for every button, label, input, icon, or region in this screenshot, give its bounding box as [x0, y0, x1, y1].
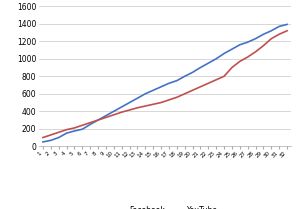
Facebook: [65, 132, 68, 134]
Facebook: [136, 97, 139, 99]
Facebook: [222, 52, 226, 55]
Facebook: [285, 23, 289, 26]
Facebook: [80, 128, 84, 130]
Facebook: [238, 43, 242, 46]
YouTube: [183, 93, 187, 95]
Facebook: [254, 37, 257, 40]
YouTube: [65, 128, 68, 131]
YouTube: [49, 134, 52, 136]
YouTube: [143, 105, 147, 107]
YouTube: [80, 124, 84, 127]
YouTube: [73, 127, 76, 129]
Legend: Facebook, YouTube: Facebook, YouTube: [110, 203, 220, 209]
Facebook: [230, 48, 234, 50]
YouTube: [57, 131, 61, 134]
YouTube: [285, 29, 289, 32]
YouTube: [136, 107, 139, 109]
Facebook: [206, 62, 210, 64]
YouTube: [214, 79, 218, 81]
YouTube: [269, 37, 273, 40]
Facebook: [262, 33, 265, 36]
YouTube: [175, 96, 178, 99]
YouTube: [41, 136, 45, 139]
Facebook: [214, 57, 218, 60]
Facebook: [41, 141, 45, 143]
YouTube: [96, 119, 100, 121]
YouTube: [222, 75, 226, 78]
Facebook: [88, 123, 92, 126]
Facebook: [49, 139, 52, 142]
Facebook: [183, 75, 187, 78]
Facebook: [152, 89, 155, 92]
Facebook: [57, 136, 61, 139]
Facebook: [120, 106, 124, 108]
Line: Facebook: Facebook: [43, 24, 287, 142]
Facebook: [104, 114, 108, 117]
YouTube: [246, 56, 250, 58]
Facebook: [143, 93, 147, 95]
YouTube: [120, 111, 124, 113]
Facebook: [159, 85, 163, 88]
YouTube: [112, 113, 116, 116]
Line: YouTube: YouTube: [43, 31, 287, 138]
YouTube: [206, 82, 210, 85]
YouTube: [230, 66, 234, 69]
Facebook: [128, 101, 131, 104]
Facebook: [96, 119, 100, 121]
YouTube: [262, 44, 265, 47]
YouTube: [159, 101, 163, 104]
Facebook: [191, 71, 194, 74]
YouTube: [128, 109, 131, 111]
YouTube: [254, 51, 257, 53]
YouTube: [199, 85, 202, 88]
Facebook: [246, 41, 250, 43]
Facebook: [112, 110, 116, 112]
YouTube: [167, 99, 171, 101]
Facebook: [175, 79, 178, 82]
Facebook: [199, 66, 202, 69]
YouTube: [104, 116, 108, 119]
YouTube: [278, 33, 281, 36]
Facebook: [167, 82, 171, 85]
YouTube: [88, 121, 92, 124]
Facebook: [269, 29, 273, 32]
YouTube: [152, 103, 155, 106]
YouTube: [238, 60, 242, 63]
Facebook: [278, 25, 281, 28]
Facebook: [73, 130, 76, 132]
YouTube: [191, 89, 194, 92]
